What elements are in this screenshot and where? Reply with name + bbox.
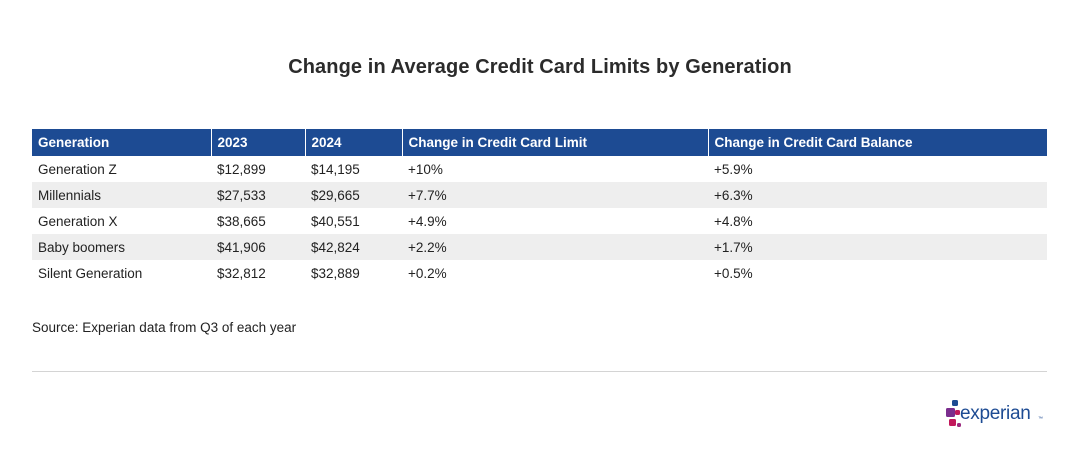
source-note: Source: Experian data from Q3 of each ye…: [32, 320, 297, 335]
table-row: Millennials $27,533 $29,665 +7.7% +6.3%: [32, 182, 1047, 208]
logo-trademark: ™: [1038, 416, 1043, 422]
logo-dot-icon: [957, 423, 961, 427]
cell-2023: $38,665: [217, 213, 266, 229]
cell-change-limit: +2.2%: [402, 234, 708, 260]
header-2023: 2023: [211, 129, 306, 156]
cell-2023: $41,906: [211, 234, 305, 260]
cell-change-limit: +4.9%: [408, 213, 447, 229]
cell-generation: Generation X: [38, 213, 118, 229]
header-change-limit: Change in Credit Card Limit: [402, 129, 709, 156]
cell-2024: $29,665: [305, 182, 402, 208]
logo-dot-icon: [949, 419, 956, 426]
cell-generation: Silent Generation: [38, 265, 143, 281]
cell-generation: Baby boomers: [32, 234, 211, 260]
table-row: Silent Generation $32,812 $32,889 +0.2% …: [32, 260, 1047, 286]
cell-change-balance: +0.5%: [714, 265, 753, 281]
divider: [32, 371, 1047, 372]
cell-change-balance: +5.9%: [714, 161, 753, 177]
cell-change-balance: +1.7%: [708, 234, 1047, 260]
header-2024: 2024: [305, 129, 403, 156]
logo-wordmark: experian: [960, 403, 1031, 424]
header-change-balance: Change in Credit Card Balance: [708, 129, 1047, 156]
cell-change-limit: +7.7%: [402, 182, 708, 208]
table-row: Generation X $38,665 $40,551 +4.9% +4.8%: [32, 208, 1047, 234]
cell-2024: $40,551: [311, 213, 360, 229]
cell-change-balance: +4.8%: [714, 213, 753, 229]
cell-2024: $32,889: [311, 265, 360, 281]
logo-dot-icon: [955, 410, 960, 415]
table-row: Generation Z $12,899 $14,195 +10% +5.9%: [32, 156, 1047, 182]
cell-change-limit: +10%: [408, 161, 443, 177]
chart-title: Change in Average Credit Card Limits by …: [288, 56, 792, 78]
cell-2023: $12,899: [217, 161, 266, 177]
cell-change-limit: +0.2%: [408, 265, 447, 281]
cell-change-balance: +6.3%: [708, 182, 1047, 208]
table-row: Baby boomers $41,906 $42,824 +2.2% +1.7%: [32, 234, 1047, 260]
generation-credit-table: Generation 2023 2024 Change in Credit Ca…: [32, 129, 1047, 286]
cell-2023: $32,812: [217, 265, 266, 281]
logo-dot-icon: [946, 408, 955, 417]
header-generation: Generation: [32, 129, 212, 156]
cell-2023: $27,533: [211, 182, 305, 208]
logo-dot-icon: [952, 400, 958, 406]
cell-2024: $42,824: [305, 234, 402, 260]
cell-generation: Generation Z: [38, 161, 117, 177]
cell-generation: Millennials: [32, 182, 211, 208]
experian-logo: experian ™: [946, 398, 1046, 432]
table-header-row: Generation 2023 2024 Change in Credit Ca…: [32, 129, 1047, 156]
cell-2024: $14,195: [311, 161, 360, 177]
